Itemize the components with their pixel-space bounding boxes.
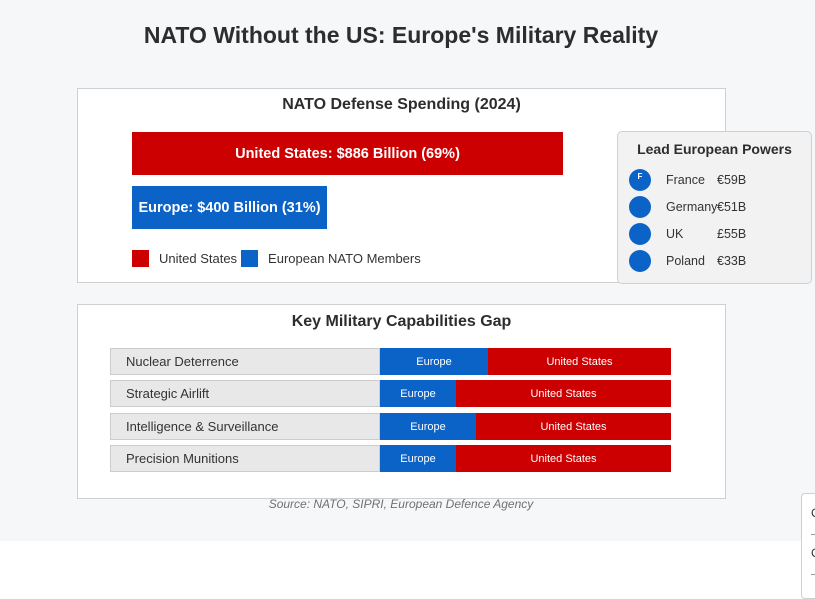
power-name: UK bbox=[666, 227, 684, 241]
legend-swatch-us bbox=[132, 250, 149, 267]
capability-label: Intelligence & Surveillance bbox=[110, 413, 380, 440]
capability-label: Strategic Airlift bbox=[110, 380, 380, 407]
legend-label-us: United States bbox=[159, 251, 238, 266]
capability-label: Precision Munitions bbox=[110, 445, 380, 472]
bar-us: United States: $886 Billion (69%) bbox=[132, 132, 563, 175]
capabilities-title: Key Military Capabilities Gap bbox=[291, 313, 512, 330]
power-name: Poland bbox=[666, 254, 705, 268]
segment-europe: Europe bbox=[380, 445, 456, 472]
segment-us: United States bbox=[456, 445, 671, 472]
capability-row: Precision Munitions Europe United States bbox=[110, 445, 671, 472]
power-name: France bbox=[666, 173, 705, 187]
spending-legend: United States European NATO Members bbox=[132, 250, 425, 267]
power-item-uk: UK £55B bbox=[629, 223, 809, 245]
flag-icon bbox=[629, 250, 651, 272]
power-value: €51B bbox=[717, 200, 747, 214]
power-value: £55B bbox=[717, 227, 747, 241]
segment-us: United States bbox=[456, 380, 671, 407]
side-widget[interactable]: C C bbox=[801, 493, 815, 599]
segment-europe: Europe bbox=[380, 348, 488, 375]
flag-icon bbox=[629, 223, 651, 245]
lead-powers-panel: Lead European Powers F France €59B Germa… bbox=[617, 131, 812, 284]
capability-label: Nuclear Deterrence bbox=[110, 348, 380, 375]
page-title: NATO Without the US: Europe's Military R… bbox=[143, 22, 659, 48]
bar-europe: Europe: $400 Billion (31%) bbox=[132, 186, 327, 229]
legend-swatch-europe bbox=[241, 250, 259, 267]
side-widget-divider bbox=[811, 534, 815, 535]
canvas: NATO Without the US: Europe's Military R… bbox=[77, 22, 812, 511]
capability-row: Nuclear Deterrence Europe United States bbox=[110, 348, 671, 375]
power-value: €33B bbox=[717, 254, 747, 268]
flag-icon: F bbox=[629, 169, 651, 191]
side-widget-glyph: C bbox=[811, 506, 815, 520]
power-item-germany: Germany €51B bbox=[629, 196, 809, 218]
legend-label-europe: European NATO Members bbox=[268, 251, 421, 266]
segment-us: United States bbox=[476, 413, 671, 440]
power-item-france: F France €59B bbox=[629, 169, 809, 191]
segment-europe: Europe bbox=[380, 380, 456, 407]
side-widget-divider bbox=[811, 574, 815, 575]
spending-title: NATO Defense Spending (2024) bbox=[282, 96, 521, 113]
source-note: Source: NATO, SIPRI, European Defence Ag… bbox=[268, 497, 534, 511]
lead-powers-title: Lead European Powers bbox=[637, 141, 792, 157]
segment-us: United States bbox=[488, 348, 671, 375]
power-name: Germany bbox=[666, 200, 718, 214]
capability-row: Intelligence & Surveillance Europe United … bbox=[110, 413, 671, 440]
segment-europe: Europe bbox=[380, 413, 476, 440]
flag-letter: F bbox=[637, 171, 643, 181]
flag-icon bbox=[629, 196, 651, 218]
power-value: €59B bbox=[717, 173, 747, 187]
power-item-poland: Poland €33B bbox=[629, 250, 809, 272]
side-widget-glyph: C bbox=[811, 546, 815, 560]
capability-row: Strategic Airlift Europe United States bbox=[110, 380, 671, 407]
